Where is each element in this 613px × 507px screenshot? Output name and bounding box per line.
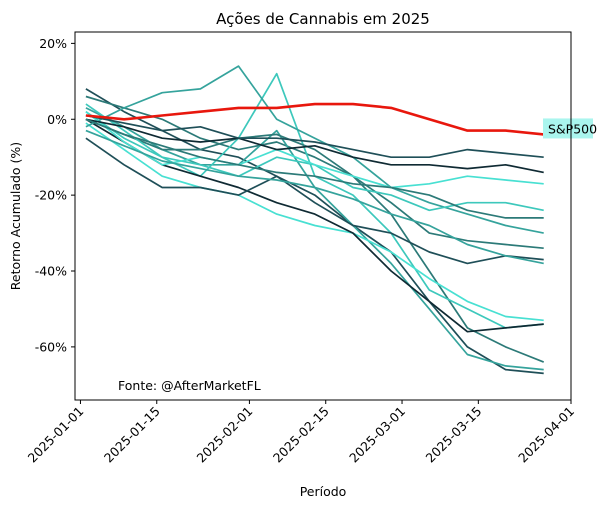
- series-line-9: [85, 65, 544, 234]
- y-axis-label: Retorno Acumulado (%): [8, 142, 23, 290]
- y-tick-label: -20%: [35, 188, 67, 203]
- series-line-15: [85, 129, 544, 265]
- series-line-2: [85, 95, 545, 363]
- y-tick-label: 20%: [39, 36, 67, 51]
- series-line-13: [85, 114, 544, 159]
- y-tick-label: -40%: [35, 264, 67, 279]
- sp500-label: S&P500: [548, 121, 597, 136]
- series-line-8: [85, 118, 544, 250]
- series-layer: S&P500: [85, 65, 597, 375]
- series-line-5: [85, 122, 544, 322]
- y-axis: 20% 0% -20% -40% -60%: [35, 36, 75, 354]
- plot-frame: [74, 31, 572, 401]
- source-note: Fonte: @AfterMarketFL: [118, 378, 261, 393]
- sp500-line: [85, 102, 544, 136]
- y-tick-label: -60%: [35, 339, 67, 354]
- chart-title: Ações de Cannabis em 2025: [216, 10, 430, 28]
- series-line-11: [85, 111, 544, 189]
- x-axis-label: Período: [300, 484, 347, 499]
- series-line-14: [85, 118, 544, 219]
- series-line-7: [85, 137, 544, 265]
- y-tick-label: 0%: [47, 112, 67, 127]
- series-line-12: [85, 118, 544, 174]
- sp500-label-box: [543, 118, 593, 139]
